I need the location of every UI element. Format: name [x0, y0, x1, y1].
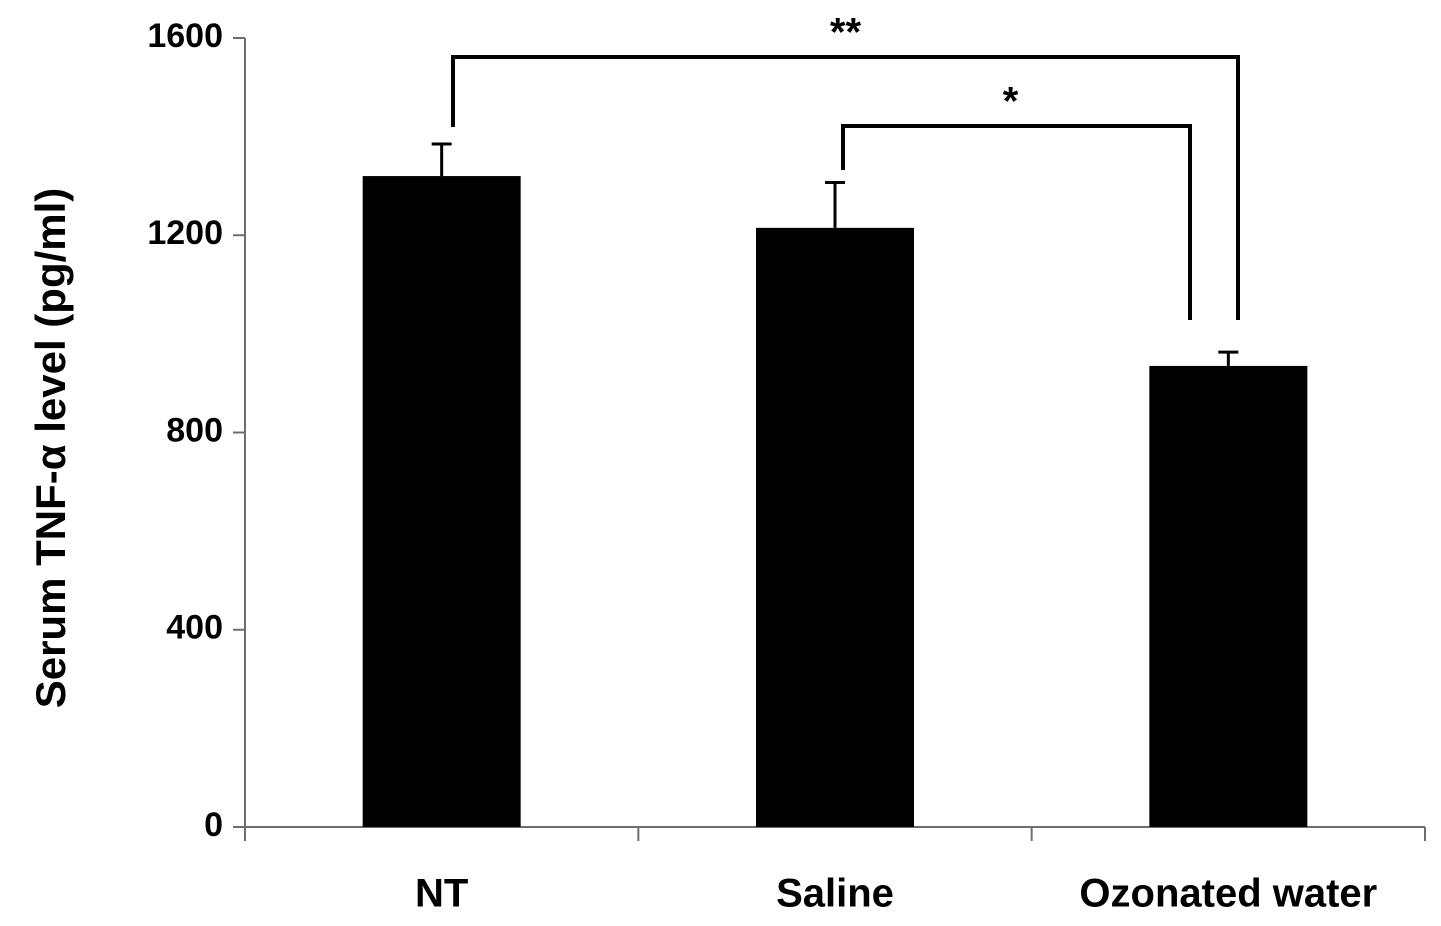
y-axis-title: Serum TNF-α level (pg/ml): [27, 188, 74, 709]
x-tick-label: Ozonated water: [1079, 872, 1377, 916]
significance-bracket: [841, 124, 1192, 320]
y-tick-label: 800: [166, 411, 223, 449]
bar-ozonated-water: [1149, 365, 1308, 827]
y-tick-label: 400: [166, 609, 223, 647]
y-tick-label: 1600: [147, 17, 223, 55]
bar-saline: [756, 227, 914, 827]
significance-brackets: [451, 55, 1240, 320]
y-tick-label: 0: [204, 806, 223, 844]
significance-label: *: [1003, 80, 1019, 124]
x-tick-label: Saline: [776, 872, 894, 916]
y-tick-label: 1200: [147, 214, 223, 252]
bar-nt: [362, 176, 521, 827]
significance-bracket: [451, 55, 1240, 320]
x-tick-label: NT: [415, 872, 468, 916]
significance-label: **: [830, 11, 862, 55]
bars: [362, 142, 1308, 827]
